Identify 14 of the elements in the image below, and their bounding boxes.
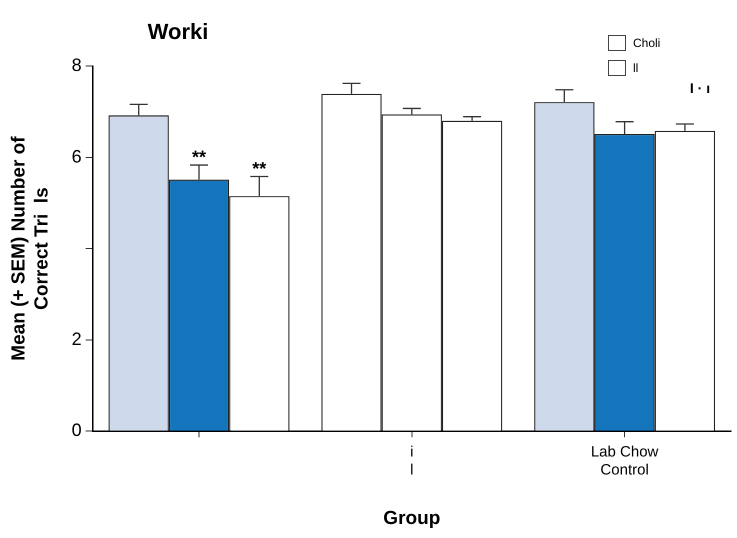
y-tick-label: 0: [72, 420, 82, 440]
data-label: **: [252, 158, 266, 178]
y-tick-label: 2: [72, 328, 82, 349]
text: ll: [633, 60, 638, 74]
x-axis-title: Group: [383, 508, 440, 529]
text: Choli: [633, 36, 660, 50]
annotation: I · ı: [690, 80, 710, 96]
x-tick-label: Lab Chow Control: [590, 443, 659, 478]
y-axis-title: Mean (+ SEM) Number of Correct Tri ls: [8, 136, 52, 361]
y-tick-label: 8: [72, 54, 82, 75]
chart-title: Worki: [148, 19, 208, 44]
data-label: **: [192, 147, 206, 168]
y-tick-label: 6: [72, 146, 82, 166]
x-tick-label: i l: [410, 443, 414, 478]
